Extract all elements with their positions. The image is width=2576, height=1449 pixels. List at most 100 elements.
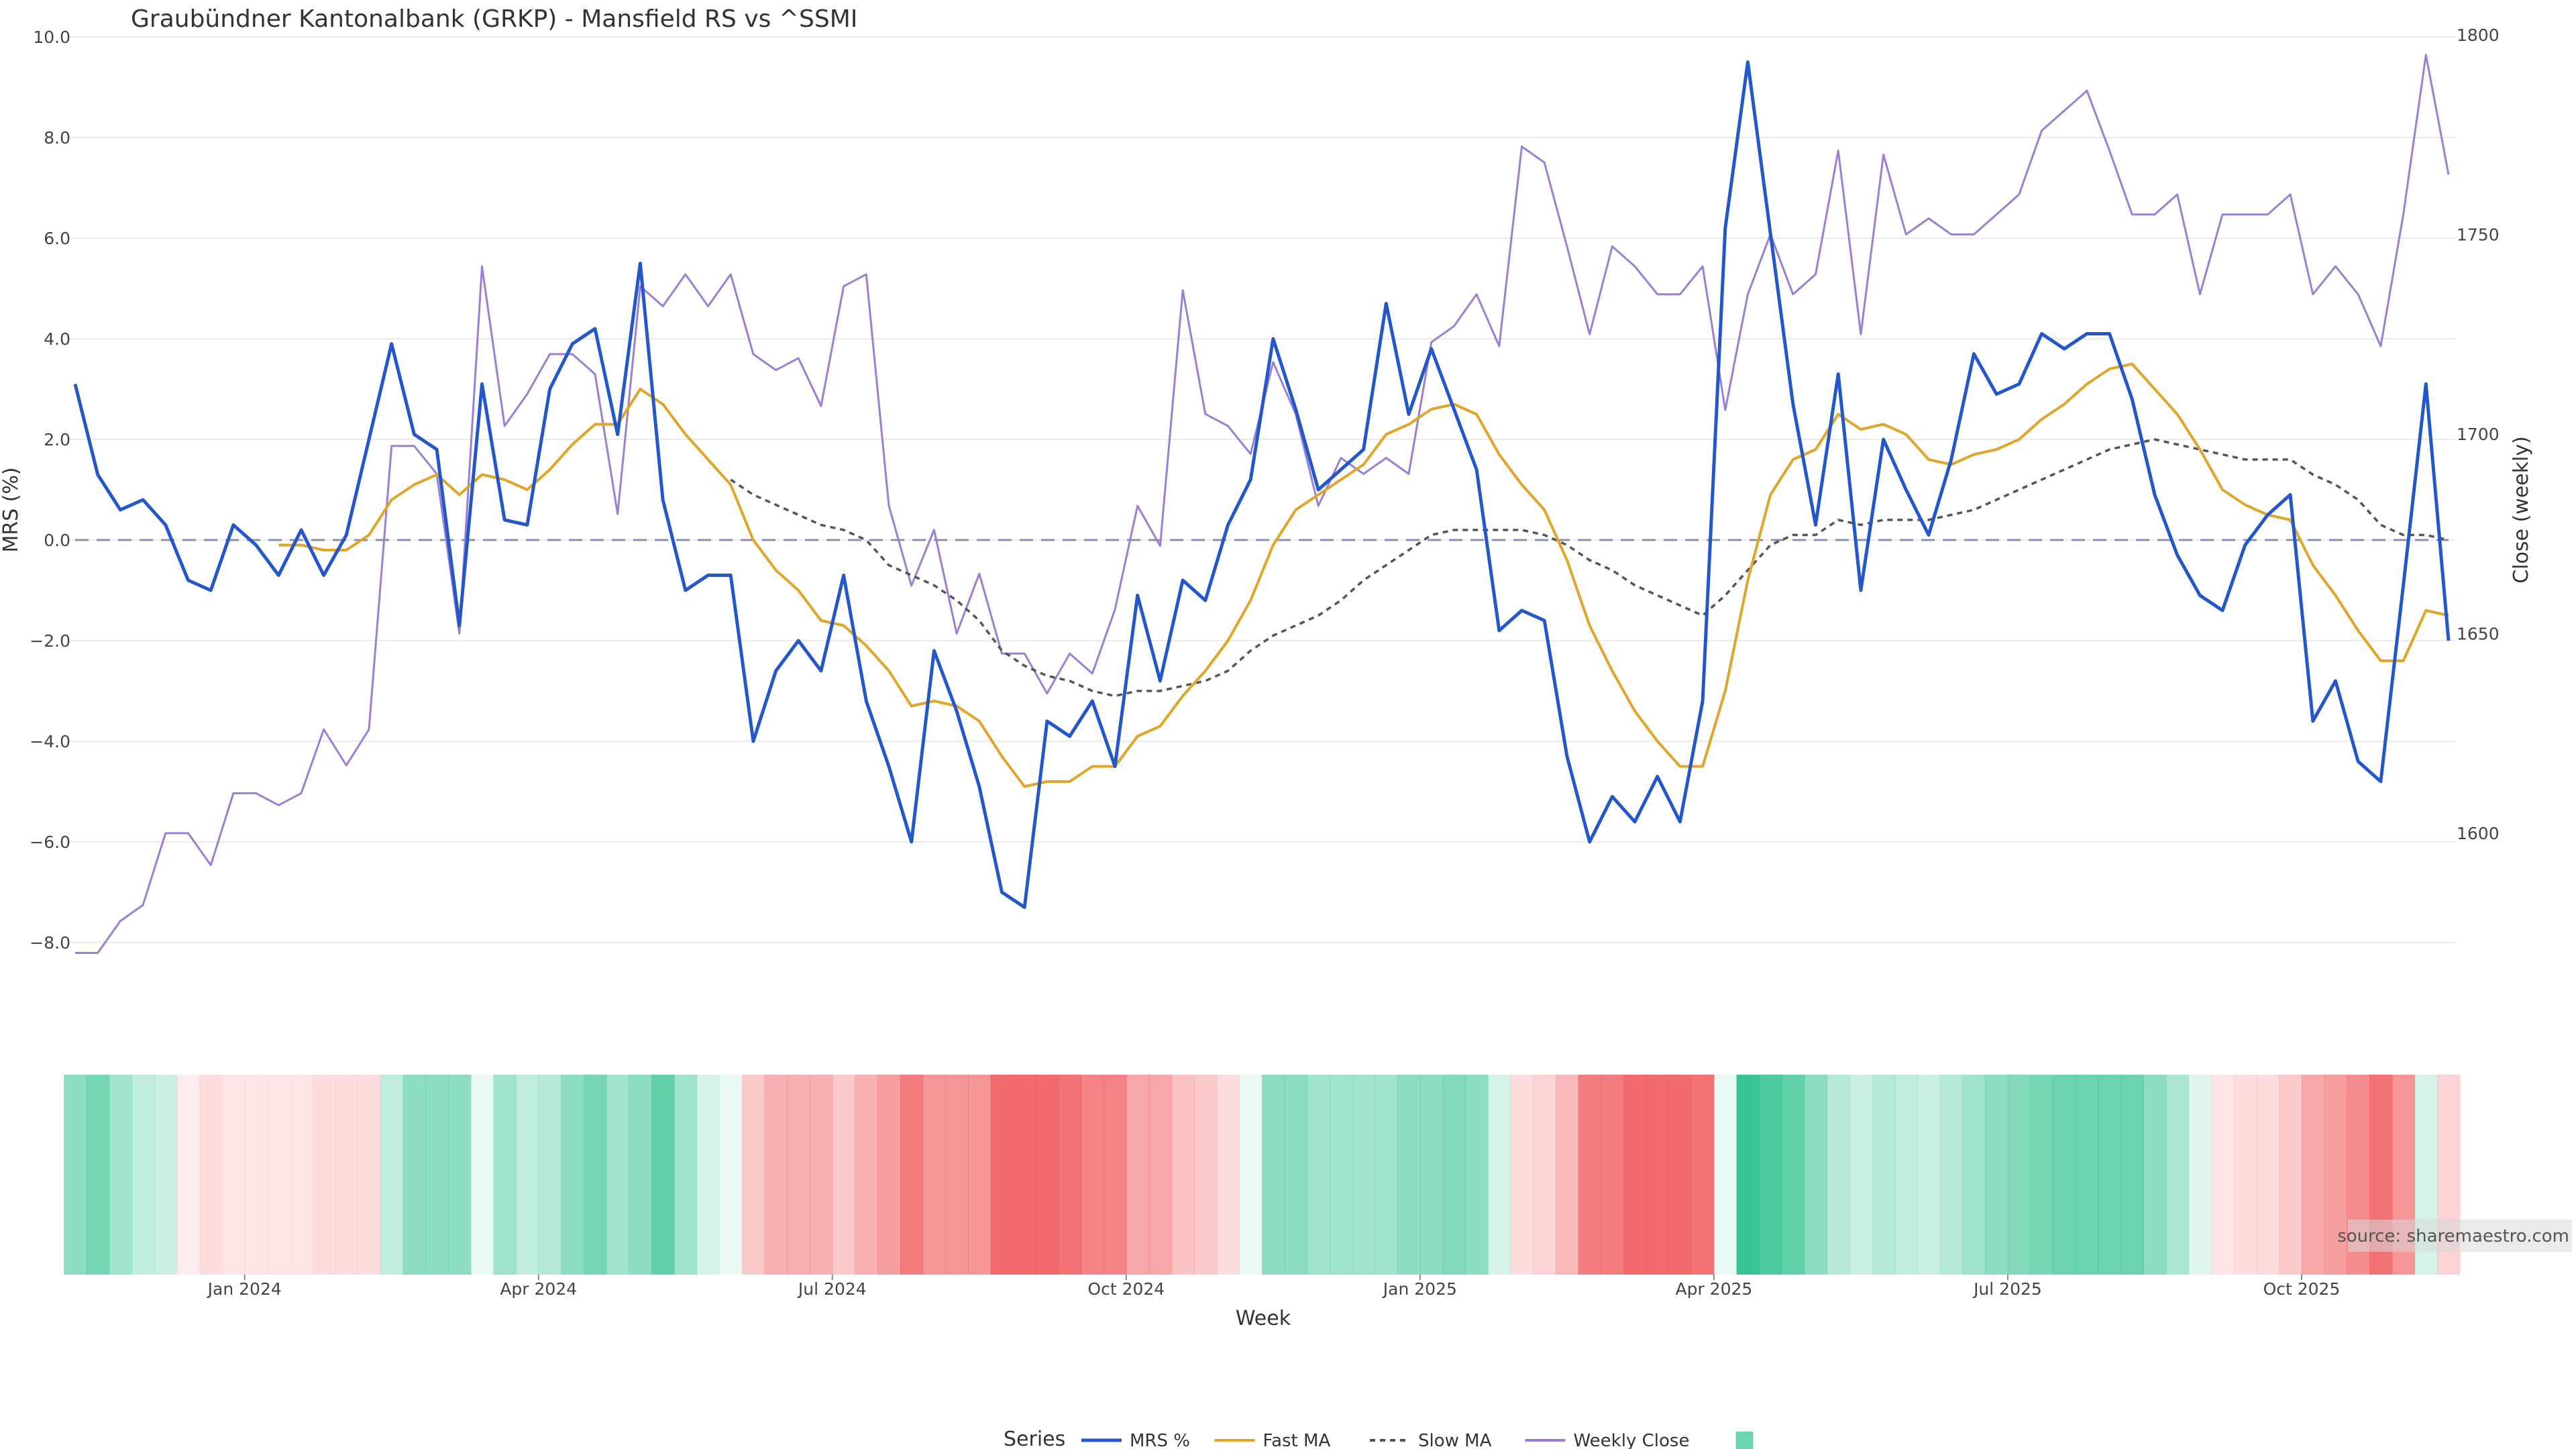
band-cell bbox=[1646, 1075, 1670, 1275]
band-cell bbox=[1894, 1075, 1918, 1275]
band-cell bbox=[402, 1075, 426, 1275]
right-axis-ticks: 1800 1750 1700 1650 1600 bbox=[2457, 25, 2500, 843]
band-cell bbox=[787, 1075, 810, 1275]
band-cell bbox=[900, 1075, 924, 1275]
band-cell bbox=[131, 1075, 155, 1275]
y-tick-label: −6.0 bbox=[30, 833, 70, 852]
band-cell bbox=[1827, 1075, 1850, 1275]
band-cell bbox=[2279, 1075, 2302, 1275]
band-cell bbox=[1736, 1075, 1760, 1275]
x-tick-label: Jul 2025 bbox=[1972, 1279, 2042, 1299]
y-tick-label: −8.0 bbox=[30, 933, 70, 953]
band-cell bbox=[674, 1075, 698, 1275]
band-cell bbox=[1962, 1075, 1986, 1275]
band-cell bbox=[1442, 1075, 1466, 1275]
y-tick-label: −2.0 bbox=[30, 631, 70, 651]
grid-lines bbox=[68, 36, 2455, 943]
band-cell bbox=[629, 1075, 652, 1275]
band-cell bbox=[1081, 1075, 1104, 1275]
band-cell bbox=[1397, 1075, 1421, 1275]
y2-tick-label: 1750 bbox=[2457, 225, 2500, 244]
band-cell bbox=[380, 1075, 404, 1275]
band-cell bbox=[493, 1075, 517, 1275]
band-cell bbox=[1262, 1075, 1285, 1275]
band-cell bbox=[244, 1075, 268, 1275]
band-cell bbox=[1578, 1075, 1601, 1275]
band-cell bbox=[2302, 1075, 2325, 1275]
band-cell bbox=[810, 1075, 833, 1275]
y2-axis-title: Close (weekly) bbox=[2510, 436, 2533, 584]
band-cell bbox=[425, 1075, 449, 1275]
legend: Series MRS % Fast MA Slow MA Weekly Close bbox=[1004, 1428, 1754, 1449]
band-cell bbox=[2143, 1075, 2167, 1275]
band-cell bbox=[2053, 1075, 2076, 1275]
band-cell bbox=[990, 1075, 1014, 1275]
band-cell bbox=[1104, 1075, 1127, 1275]
band-cell bbox=[1239, 1075, 1263, 1275]
series-lines bbox=[73, 54, 2451, 954]
band-cell bbox=[1691, 1075, 1715, 1275]
band-cell bbox=[1804, 1075, 1827, 1275]
band-cell bbox=[1601, 1075, 1624, 1275]
band-cell bbox=[222, 1075, 246, 1275]
band-cell bbox=[2324, 1075, 2347, 1275]
band-cell bbox=[561, 1075, 584, 1275]
mrs-legend-label: MRS % bbox=[1130, 1431, 1190, 1449]
band-cell bbox=[742, 1075, 765, 1275]
band-cell bbox=[1307, 1075, 1330, 1275]
band-cell bbox=[1533, 1075, 1556, 1275]
band-cell bbox=[764, 1075, 788, 1275]
x-axis-title: Week bbox=[1236, 1307, 1291, 1330]
band-cell bbox=[855, 1075, 878, 1275]
y2-tick-label: 1800 bbox=[2457, 25, 2500, 45]
x-tick-label: Apr 2024 bbox=[500, 1279, 577, 1299]
band-cell bbox=[335, 1075, 358, 1275]
band-cell bbox=[2211, 1075, 2235, 1275]
band-cell bbox=[877, 1075, 901, 1275]
band-cell bbox=[448, 1075, 472, 1275]
band-cell bbox=[1782, 1075, 1805, 1275]
y-tick-label: 2.0 bbox=[44, 430, 70, 449]
y-tick-label: 6.0 bbox=[44, 229, 70, 248]
band-cell bbox=[1419, 1075, 1444, 1275]
band-cell bbox=[2076, 1075, 2099, 1275]
band-cell bbox=[1917, 1075, 1941, 1275]
band-cell bbox=[1849, 1075, 1873, 1275]
band-cell bbox=[1284, 1075, 1307, 1275]
legend-title: Series bbox=[1004, 1428, 1065, 1449]
band-cell bbox=[1036, 1075, 1059, 1275]
band-cell bbox=[2030, 1075, 2053, 1275]
source-label: source: sharemaestro.com bbox=[2337, 1226, 2569, 1246]
x-tick-label: Oct 2025 bbox=[2263, 1279, 2341, 1299]
band-cell bbox=[1352, 1075, 1376, 1275]
band-cell bbox=[922, 1075, 946, 1275]
band-cell bbox=[832, 1075, 856, 1275]
band-cell bbox=[312, 1075, 336, 1275]
band-cell bbox=[290, 1075, 313, 1275]
y-tick-label: 8.0 bbox=[44, 128, 70, 148]
band-cell bbox=[1623, 1075, 1647, 1275]
band-cell bbox=[538, 1075, 562, 1275]
band-cell bbox=[86, 1075, 110, 1275]
band-cell bbox=[358, 1075, 381, 1275]
band-cell bbox=[1058, 1075, 1081, 1275]
x-tick-label: Apr 2025 bbox=[1675, 1279, 1752, 1299]
x-tick-label: Jan 2024 bbox=[207, 1279, 282, 1299]
x-tick-label: Oct 2024 bbox=[1087, 1279, 1165, 1299]
band-cell bbox=[470, 1075, 494, 1275]
y2-tick-label: 1650 bbox=[2457, 624, 2500, 643]
band-cell bbox=[1171, 1075, 1195, 1275]
y-tick-label: 0.0 bbox=[44, 531, 70, 550]
x-axis-ticks: Jan 2024 Apr 2024 Jul 2024 Oct 2024 Jan 2025… bbox=[207, 1275, 2341, 1299]
band-cell bbox=[154, 1075, 178, 1275]
band-cell bbox=[651, 1075, 675, 1275]
band-cell bbox=[2165, 1075, 2190, 1275]
band-cell bbox=[945, 1075, 969, 1275]
x-tick-label: Jan 2025 bbox=[1382, 1279, 1457, 1299]
mrs-line bbox=[73, 60, 2451, 909]
y2-tick-label: 1700 bbox=[2457, 425, 2500, 444]
band-cell bbox=[2256, 1075, 2279, 1275]
band-cell bbox=[1985, 1075, 2008, 1275]
band-cell bbox=[1510, 1075, 1534, 1275]
